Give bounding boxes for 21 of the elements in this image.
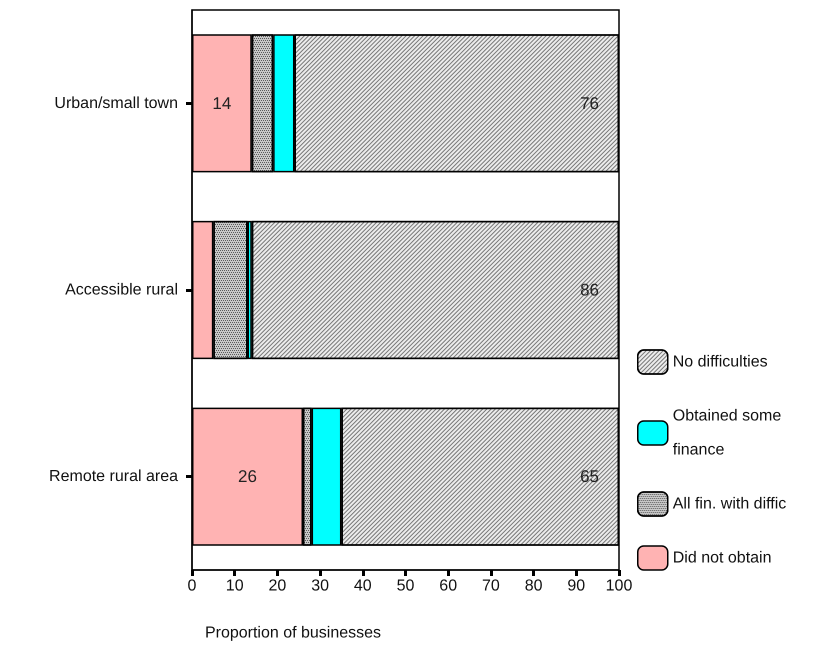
x-tick-label: 50 (396, 578, 414, 594)
x-tick-label: 70 (482, 578, 500, 594)
y-tick-label: Remote rural area (49, 468, 178, 486)
x-tick-label: 10 (226, 578, 244, 594)
x-tick-label: 90 (567, 578, 586, 594)
x-tick-label: 0 (188, 578, 197, 594)
x-tick-label: 100 (606, 578, 632, 594)
x-tick-label: 60 (439, 578, 458, 594)
x-tick-label: 80 (524, 578, 543, 594)
data-label: 26 (238, 467, 257, 486)
x-axis-title: Proportion of businesses (204, 624, 382, 642)
legend-label: No difficulties (672, 354, 768, 370)
legend-label: Did not obtain (672, 550, 772, 566)
x-tick-label: 30 (311, 578, 330, 594)
x-tick-label: 20 (268, 578, 286, 594)
y-tick-label: Accessible rural (65, 282, 178, 298)
x-tick-label: 40 (354, 578, 372, 594)
legend-label: Obtained some finance (672, 408, 786, 458)
legend-label: All fin. with diffic (672, 496, 786, 512)
y-tick-label: Urban/small town (54, 94, 178, 112)
data-label: 14 (212, 94, 232, 113)
